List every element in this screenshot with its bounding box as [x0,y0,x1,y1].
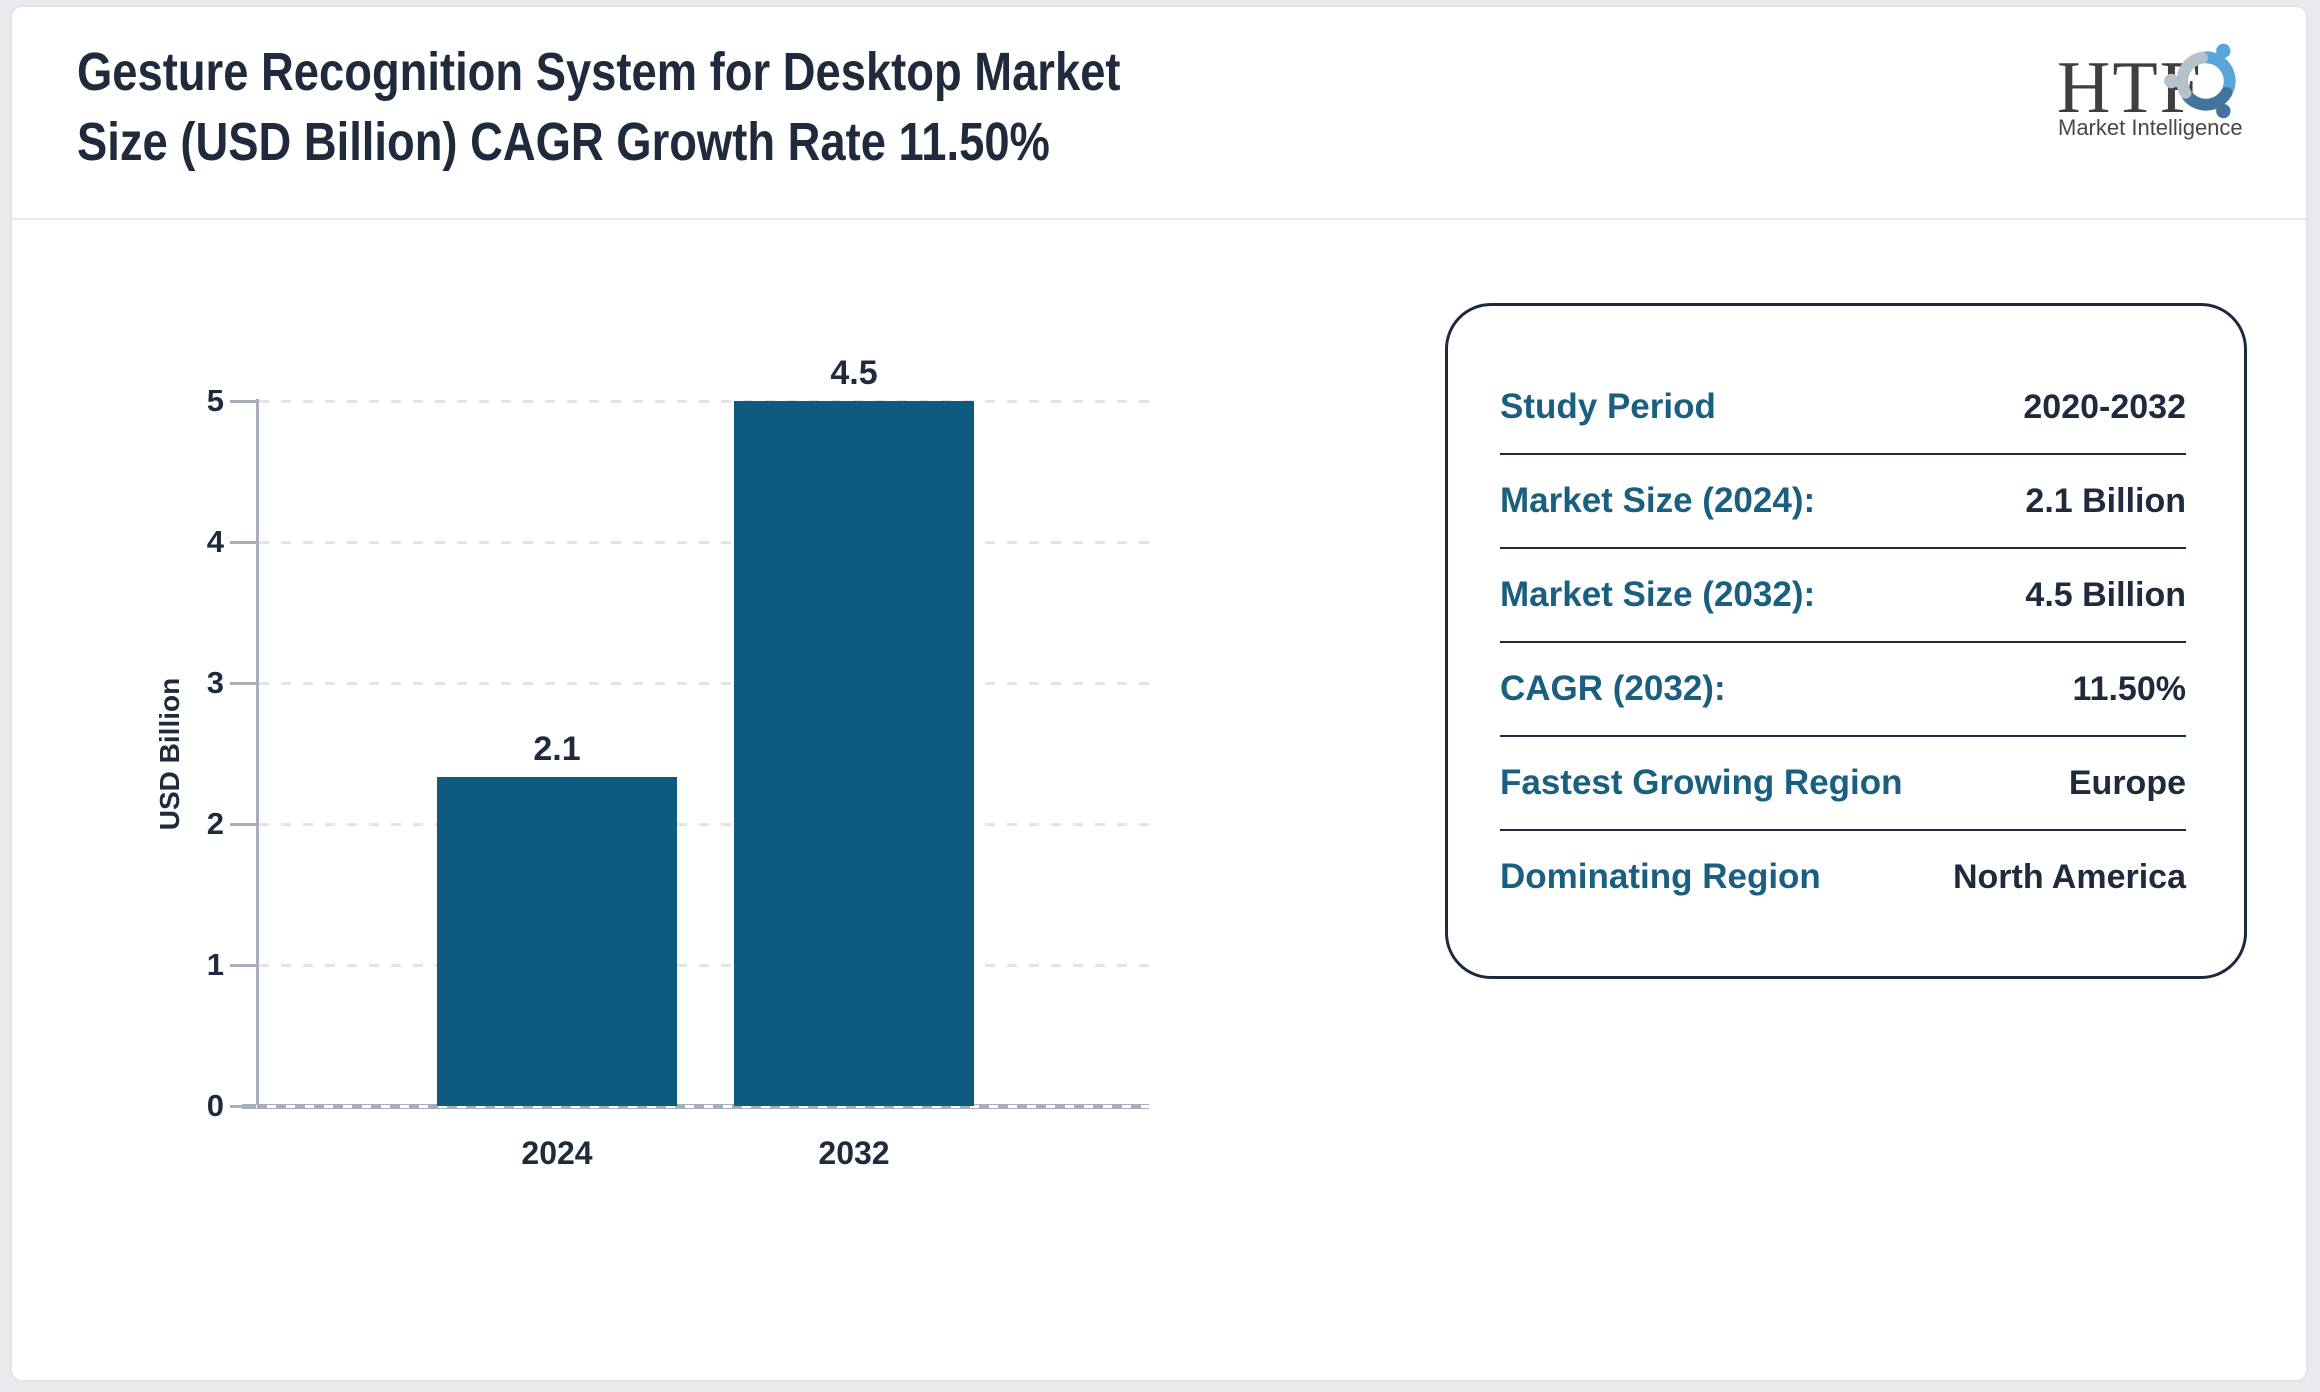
panel-row-label: Dominating Region [1500,857,1821,896]
bar-chart: USD Billion 0 1 2 3 4 5 2.1 2024 4.5 2032 [12,7,2306,1380]
panel-row: Fastest Growing Region Europe [1500,735,2186,829]
key-facts-panel: Study Period 2020-2032 Market Size (2024):… [1445,303,2247,979]
bar-2024 [437,777,677,1106]
htf-logo: HTF Market Intelligence [2052,7,2282,157]
y-tick-0 [230,1105,256,1108]
y-tick-3 [230,682,256,685]
y-tick-label-1: 1 [206,947,224,982]
page-title-line-1: Gesture Recognition System for Desktop M… [77,42,1121,102]
panel-row: CAGR (2032): 11.50% [1500,641,2186,735]
htf-logo-subtext: Market Intelligence [2058,115,2243,140]
y-tick-label-4: 4 [206,524,224,559]
y-tick-1 [230,964,256,967]
gridline-y1 [259,964,1149,967]
y-tick-2 [230,823,256,826]
panel-row-label: Market Size (2024): [1500,481,1816,520]
three-figures-swirl-icon [2164,43,2236,119]
panel-row-value: 2.1 Billion [2025,481,2186,520]
y-tick-label-3: 3 [206,665,224,700]
y-axis-line [256,399,259,1108]
panel-row: Market Size (2032): 4.5 Billion [1500,547,2186,641]
gridline-y2 [259,823,1149,826]
bar-2032 [734,401,974,1106]
panel-row: Study Period 2020-2032 [1500,361,2186,453]
panel-row-label: Fastest Growing Region [1500,763,1903,802]
x-axis-line [242,1104,1149,1109]
panel-row-label: CAGR (2032): [1500,669,1726,708]
panel-row-value: 4.5 Billion [2025,575,2186,614]
x-axis-label-2024: 2024 [521,1135,593,1171]
panel-row-label: Study Period [1500,387,1716,426]
panel-row-value: North America [1952,857,2186,896]
page-title: Gesture Recognition System for Desktop M… [77,37,1253,177]
y-tick-label-2: 2 [206,806,224,841]
gridline-y5 [259,400,1149,403]
htf-logo-text: HTF [2057,47,2203,129]
report-card: Gesture Recognition System for Desktop M… [10,5,2308,1382]
panel-row-value: Europe [2068,763,2186,802]
panel-row-label: Market Size (2032): [1500,575,1816,614]
panel-row: Dominating Region North America [1500,829,2186,923]
gridline-y3 [259,682,1149,685]
key-facts-rows: Study Period 2020-2032 Market Size (2024):… [1500,361,2186,923]
page-title-line-2: Size (USD Billion) CAGR Growth Rate 11.5… [77,112,1050,172]
panel-row-value: 11.50% [2072,669,2186,708]
panel-row: Market Size (2024): 2.1 Billion [1500,453,2186,547]
y-tick-label-5: 5 [206,383,224,418]
y-tick-5 [230,400,256,403]
bar-value-label-2032: 4.5 [830,354,878,392]
header-divider [12,218,2306,220]
bar-value-label-2024: 2.1 [533,730,581,768]
y-tick-4 [230,541,256,544]
gridline-y4 [259,541,1149,544]
y-tick-label-0: 0 [206,1088,224,1123]
x-axis-label-2032: 2032 [818,1135,890,1171]
panel-row-value: 2020-2032 [2023,387,2186,426]
